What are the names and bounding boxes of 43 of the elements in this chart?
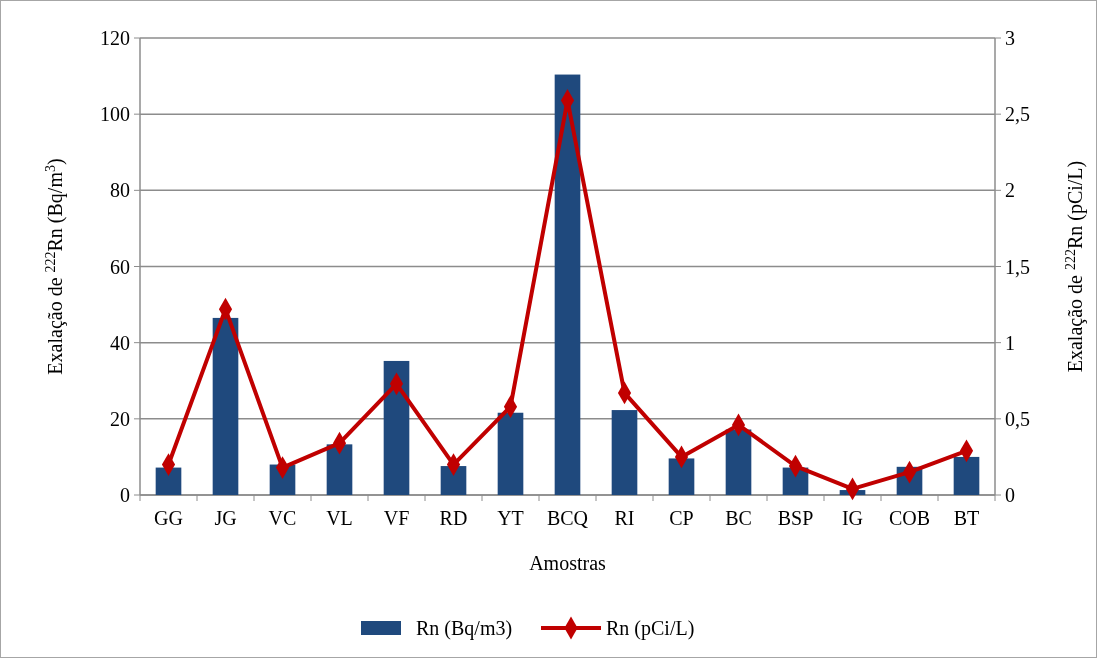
legend-label: Rn (Bq/m3)	[416, 617, 513, 640]
y2-tick-label: 1	[1005, 331, 1015, 354]
y2-tick-label: 2,5	[1005, 103, 1030, 126]
bar	[212, 317, 239, 495]
bar	[554, 74, 581, 495]
x-tick-label: VF	[383, 507, 410, 529]
y-tick-label: 0	[120, 484, 130, 506]
x-tick-label: RI	[614, 507, 635, 529]
x-tick-label: IG	[841, 507, 864, 529]
bar	[326, 444, 353, 495]
bar	[953, 456, 980, 495]
y-tick-label: 60	[110, 255, 130, 278]
bar	[155, 467, 182, 495]
x-tick-label: COB	[888, 507, 931, 529]
x-tick-label: YT	[497, 507, 524, 529]
x-tick-label: VL	[326, 507, 353, 529]
y-tick-label: 20	[110, 407, 130, 430]
x-tick-label: BCQ	[546, 507, 589, 529]
x-tick-label: VC	[268, 507, 297, 529]
y2-tick-label: 0,5	[1005, 407, 1030, 430]
x-axis-title: Amostras	[529, 552, 607, 574]
bar	[440, 466, 467, 495]
y2-tick-label: 3	[1005, 27, 1015, 49]
bar	[383, 360, 410, 495]
x-tick-label: GG	[154, 507, 183, 529]
y2-tick-label: 1,5	[1005, 255, 1030, 278]
x-tick-label: BT	[953, 507, 980, 529]
bar	[611, 410, 638, 495]
bar	[497, 412, 524, 495]
y-tick-label: 100	[100, 103, 130, 126]
y2-tick-label: 0	[1005, 484, 1015, 506]
y-tick-label: 80	[110, 179, 130, 202]
x-tick-label: RD	[439, 507, 468, 529]
x-tick-label: JG	[214, 507, 237, 529]
x-tick-label: CP	[669, 507, 694, 529]
y2-tick-label: 2	[1005, 179, 1015, 202]
y-tick-label: 120	[100, 27, 130, 49]
x-tick-label: BSP	[777, 507, 814, 529]
bar	[725, 429, 752, 495]
x-tick-label: BC	[725, 507, 752, 529]
bar	[668, 458, 695, 495]
legend-label: Rn (pCi/L)	[606, 617, 695, 640]
y-tick-label: 40	[110, 331, 130, 354]
